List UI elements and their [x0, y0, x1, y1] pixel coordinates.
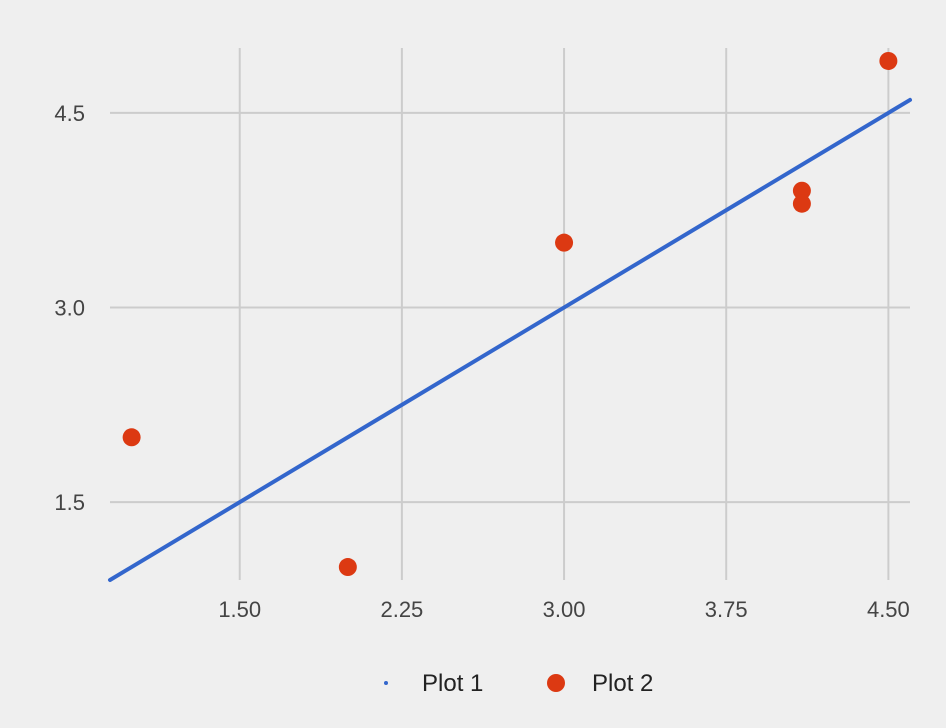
x-tick-label: 4.50 [867, 597, 910, 622]
x-tick-label: 3.75 [705, 597, 748, 622]
legend: Plot 1 Plot 2 [384, 670, 653, 697]
data-point [338, 558, 357, 577]
plot-area [108, 51, 912, 582]
data-point [792, 181, 811, 200]
y-tick-label: 3.0 [54, 296, 85, 321]
legend-marker-1 [384, 681, 388, 685]
data-point [879, 51, 898, 70]
legend-label-2: Plot 2 [592, 670, 653, 697]
data-point [555, 233, 574, 252]
x-tick-label: 2.25 [380, 597, 423, 622]
x-tick-label: 1.50 [218, 597, 261, 622]
legend-label-1: Plot 1 [422, 670, 483, 697]
data-point [792, 194, 811, 213]
y-tick-label: 1.5 [54, 490, 85, 515]
series-line-1 [108, 97, 912, 582]
grid-lines [110, 48, 910, 580]
data-point [122, 428, 141, 447]
legend-marker-2 [547, 674, 565, 692]
x-tick-label: 3.00 [543, 597, 586, 622]
axis-labels: 1.50 2.25 3.00 3.75 4.50 1.5 3.0 4.5 [54, 101, 909, 622]
y-tick-label: 4.5 [54, 101, 85, 126]
